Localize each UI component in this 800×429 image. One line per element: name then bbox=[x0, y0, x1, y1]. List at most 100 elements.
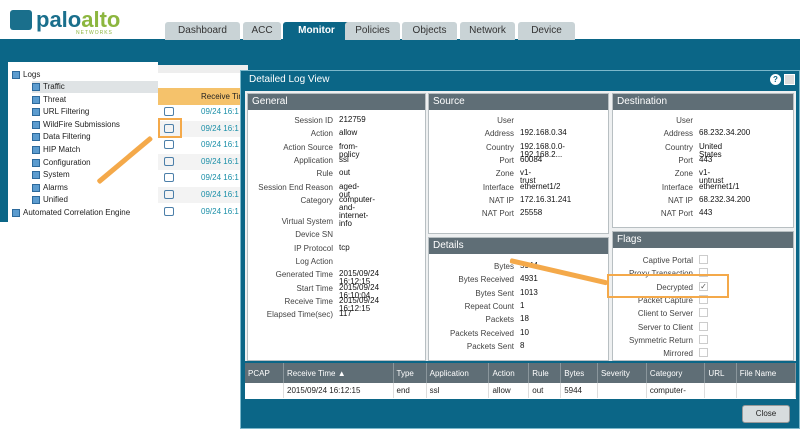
field-value: 117 bbox=[339, 309, 352, 319]
nav-item-traffic[interactable]: Traffic bbox=[32, 81, 158, 93]
detail-view-icon[interactable] bbox=[164, 107, 174, 116]
table-row[interactable]: 2015/09/24 16:12:15 end ssl allow out 5944 com… bbox=[245, 383, 797, 398]
tab-dashboard[interactable]: Dashboard bbox=[165, 22, 240, 40]
column-header[interactable]: Bytes bbox=[560, 363, 598, 383]
log-type-icon bbox=[32, 171, 40, 180]
tab-network[interactable]: Network bbox=[460, 22, 515, 40]
column-header[interactable]: Severity bbox=[597, 363, 647, 383]
field-value: 212759 bbox=[339, 115, 366, 124]
detail-view-icon[interactable] bbox=[164, 140, 174, 150]
column-header[interactable]: Rule bbox=[528, 363, 562, 383]
log-type-icon bbox=[32, 158, 40, 167]
detail-view-icon[interactable] bbox=[164, 190, 174, 199]
destination-panel: Destination User Address 68.232.34.200 Count… bbox=[612, 93, 794, 228]
column-header[interactable]: PCAP bbox=[245, 363, 285, 383]
field-value: ethernet1/1 bbox=[699, 181, 740, 191]
flag-label: Server to Client bbox=[637, 322, 693, 332]
detail-view-icon[interactable] bbox=[164, 173, 174, 183]
column-header[interactable]: Action bbox=[488, 363, 530, 383]
column-header[interactable]: Receive Time ▲ bbox=[283, 363, 394, 383]
nav-item-unified[interactable]: Unified bbox=[32, 194, 68, 206]
flag-checkbox[interactable] bbox=[699, 308, 708, 318]
field-label: User bbox=[497, 116, 514, 125]
tab-policies[interactable]: Policies bbox=[345, 22, 400, 40]
table-cell: out bbox=[528, 383, 562, 398]
flag-checkbox[interactable] bbox=[699, 321, 708, 331]
detail-view-icon[interactable] bbox=[164, 123, 174, 133]
flag-checkbox[interactable] bbox=[699, 268, 708, 278]
maximize-icon[interactable] bbox=[784, 74, 795, 85]
field-label: Receive Time bbox=[284, 296, 333, 306]
field-label: Zone bbox=[495, 169, 514, 179]
table-cell: computer- bbox=[646, 383, 706, 398]
field-value: tcp bbox=[339, 242, 350, 252]
column-header-receive-time[interactable]: Receive Tim bbox=[201, 92, 246, 101]
log-row[interactable]: 09/24 16:1 bbox=[158, 137, 248, 153]
nav-logs[interactable]: Logs bbox=[12, 69, 40, 81]
log-type-icon bbox=[32, 95, 40, 104]
column-header[interactable]: URL bbox=[704, 363, 737, 383]
nav-item-threat[interactable]: Threat bbox=[32, 94, 66, 106]
close-button[interactable]: Close bbox=[742, 405, 790, 423]
field-label: Country bbox=[485, 142, 514, 152]
nav-label: Configuration bbox=[43, 157, 91, 167]
nav-item-system[interactable]: System bbox=[32, 169, 70, 181]
field-label: Packets Received bbox=[449, 328, 514, 338]
flag-checkbox[interactable] bbox=[699, 294, 708, 304]
logo-subtext: NETWORKS bbox=[76, 30, 113, 36]
tab-monitor[interactable]: Monitor bbox=[283, 22, 350, 40]
field-label: Bytes Received bbox=[458, 275, 514, 285]
flag-checkbox[interactable]: ✓ bbox=[699, 281, 708, 291]
tab-objects[interactable]: Objects bbox=[402, 22, 457, 40]
log-time: 09/24 16:1 bbox=[201, 190, 239, 199]
tab-acc[interactable]: ACC bbox=[243, 22, 281, 40]
nav-label: Threat bbox=[43, 94, 67, 104]
field-value: from-policy bbox=[339, 141, 360, 159]
highlight-decrypted bbox=[607, 274, 729, 298]
detail-view-icon[interactable] bbox=[164, 156, 174, 166]
nav-label: Data Filtering bbox=[43, 132, 91, 142]
nav-label: Automated Correlation Engine bbox=[23, 208, 131, 217]
log-row[interactable]: 09/24 16:1 bbox=[158, 104, 248, 120]
table-cell: 5944 bbox=[560, 383, 598, 398]
logo-text-a: palo bbox=[36, 7, 82, 32]
table-cell bbox=[597, 383, 647, 398]
log-row[interactable]: 09/24 16:1 bbox=[158, 153, 248, 170]
nav-label: System bbox=[43, 170, 70, 180]
field-value: v1-trust bbox=[520, 168, 536, 186]
field-value: 10 bbox=[520, 327, 529, 337]
nav-item-data-filtering[interactable]: Data Filtering bbox=[32, 131, 91, 143]
log-row[interactable]: 09/24 16:1 bbox=[158, 187, 248, 203]
nav-item-alarms[interactable]: Alarms bbox=[32, 182, 68, 194]
log-row[interactable]: 09/24 16:1 bbox=[158, 170, 248, 186]
nav-label: WildFire Submissions bbox=[43, 119, 120, 129]
column-header[interactable]: Category bbox=[646, 363, 706, 383]
flag-checkbox[interactable] bbox=[699, 348, 708, 358]
log-row[interactable]: 09/24 16:1 bbox=[158, 204, 248, 220]
field-value: ethernet1/2 bbox=[520, 181, 561, 191]
field-label: Port bbox=[499, 155, 514, 165]
field-value: v1-untrust bbox=[699, 168, 724, 186]
field-value: 4931 bbox=[520, 274, 538, 284]
field-label: Repeat Count bbox=[464, 301, 514, 311]
column-header[interactable]: Type bbox=[393, 363, 427, 383]
flag-checkbox[interactable] bbox=[699, 334, 708, 344]
nav-item-url-filtering[interactable]: URL Filtering bbox=[32, 106, 89, 118]
nav-automated-correlation-engine[interactable]: Automated Correlation Engine bbox=[12, 207, 130, 219]
details-panel: DetailsBytes5944Bytes Received4931Bytes … bbox=[428, 237, 609, 361]
log-list: Receive Tim 09/24 16:1 09/24 16:1 09/24 16… bbox=[158, 65, 248, 222]
field-value: 2015/09/24 16:12:15 bbox=[339, 269, 380, 287]
field-value: aged-out bbox=[339, 181, 360, 199]
flag-checkbox[interactable] bbox=[699, 255, 708, 264]
nav-item-configuration[interactable]: Configuration bbox=[32, 157, 91, 169]
log-time: 09/24 16:1 bbox=[201, 206, 239, 216]
detail-view-icon[interactable] bbox=[164, 206, 174, 216]
nav-item-wildfire-submissions[interactable]: WildFire Submissions bbox=[32, 119, 120, 131]
column-header[interactable]: Application bbox=[426, 363, 490, 383]
dialog-title: Detailed Log View bbox=[249, 74, 330, 85]
nav-item-hip-match[interactable]: HIP Match bbox=[32, 144, 80, 156]
tab-device[interactable]: Device bbox=[518, 22, 575, 40]
column-header[interactable]: File Name bbox=[736, 363, 797, 383]
log-type-icon bbox=[12, 209, 20, 217]
help-icon[interactable]: ? bbox=[770, 74, 781, 85]
